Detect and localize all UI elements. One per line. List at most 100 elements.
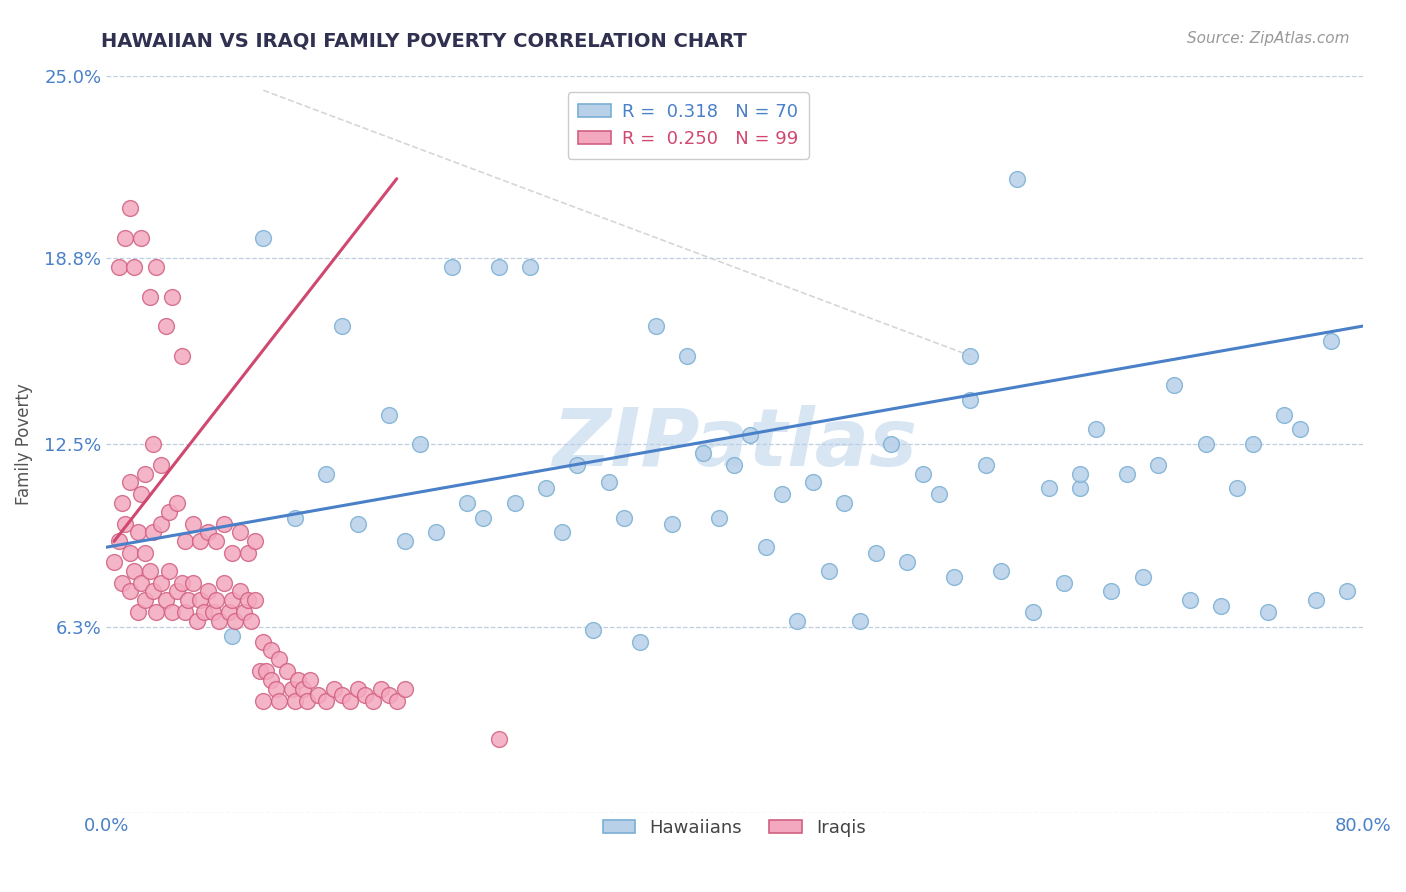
Point: [1084, 422, 1107, 436]
Point: [1005, 171, 1028, 186]
Point: [370, 681, 392, 696]
Point: [1053, 575, 1076, 590]
Point: [111, 496, 134, 510]
Point: [817, 564, 839, 578]
Point: [974, 458, 997, 472]
Point: [409, 437, 432, 451]
Point: [1194, 437, 1216, 451]
Point: [264, 681, 287, 696]
Point: [354, 688, 377, 702]
Point: [181, 575, 204, 590]
Point: [297, 693, 319, 707]
Point: [197, 525, 219, 540]
Point: [107, 260, 129, 274]
Point: [291, 681, 314, 696]
Point: [197, 584, 219, 599]
Point: [330, 688, 353, 702]
Point: [118, 475, 141, 490]
Point: [139, 290, 162, 304]
Point: [118, 201, 141, 215]
Point: [129, 230, 152, 244]
Point: [472, 510, 495, 524]
Point: [276, 664, 298, 678]
Point: [245, 593, 267, 607]
Point: [107, 534, 129, 549]
Point: [177, 593, 200, 607]
Point: [221, 546, 243, 560]
Legend: Hawaiians, Iraqis: Hawaiians, Iraqis: [596, 812, 873, 844]
Point: [488, 731, 510, 746]
Point: [1069, 481, 1091, 495]
Point: [287, 673, 309, 687]
Point: [567, 458, 589, 472]
Point: [628, 634, 651, 648]
Point: [519, 260, 541, 274]
Point: [456, 496, 478, 510]
Point: [1022, 605, 1045, 619]
Point: [959, 392, 981, 407]
Point: [170, 349, 193, 363]
Point: [315, 693, 337, 707]
Point: [1305, 593, 1327, 607]
Point: [186, 614, 208, 628]
Point: [127, 525, 149, 540]
Point: [160, 290, 183, 304]
Point: [394, 681, 416, 696]
Point: [661, 516, 683, 531]
Point: [943, 570, 966, 584]
Point: [228, 525, 250, 540]
Point: [959, 349, 981, 363]
Point: [394, 534, 416, 549]
Point: [284, 693, 307, 707]
Point: [157, 564, 180, 578]
Point: [990, 564, 1012, 578]
Point: [155, 319, 177, 334]
Point: [233, 605, 256, 619]
Point: [252, 634, 274, 648]
Point: [114, 516, 136, 531]
Point: [170, 575, 193, 590]
Point: [236, 593, 259, 607]
Point: [202, 605, 225, 619]
Point: [224, 614, 246, 628]
Point: [111, 575, 134, 590]
Point: [723, 458, 745, 472]
Point: [212, 575, 235, 590]
Point: [801, 475, 824, 490]
Point: [323, 681, 346, 696]
Point: [1211, 599, 1233, 614]
Point: [911, 467, 934, 481]
Point: [425, 525, 447, 540]
Point: [378, 688, 401, 702]
Point: [145, 605, 167, 619]
Point: [142, 525, 165, 540]
Point: [1132, 570, 1154, 584]
Point: [339, 693, 361, 707]
Text: ZIPatlas: ZIPatlas: [553, 405, 917, 483]
Point: [280, 681, 302, 696]
Point: [1147, 458, 1170, 472]
Point: [865, 546, 887, 560]
Point: [236, 546, 259, 560]
Point: [385, 693, 408, 707]
Point: [770, 487, 793, 501]
Point: [249, 664, 271, 678]
Point: [218, 605, 240, 619]
Point: [676, 349, 699, 363]
Point: [267, 693, 290, 707]
Point: [1320, 334, 1343, 348]
Point: [118, 546, 141, 560]
Point: [1241, 437, 1264, 451]
Point: [129, 575, 152, 590]
Point: [190, 534, 212, 549]
Point: [134, 546, 156, 560]
Point: [1038, 481, 1060, 495]
Point: [124, 260, 146, 274]
Point: [315, 467, 337, 481]
Point: [346, 516, 368, 531]
Point: [254, 664, 277, 678]
Point: [284, 510, 307, 524]
Point: [488, 260, 510, 274]
Point: [252, 230, 274, 244]
Point: [228, 584, 250, 599]
